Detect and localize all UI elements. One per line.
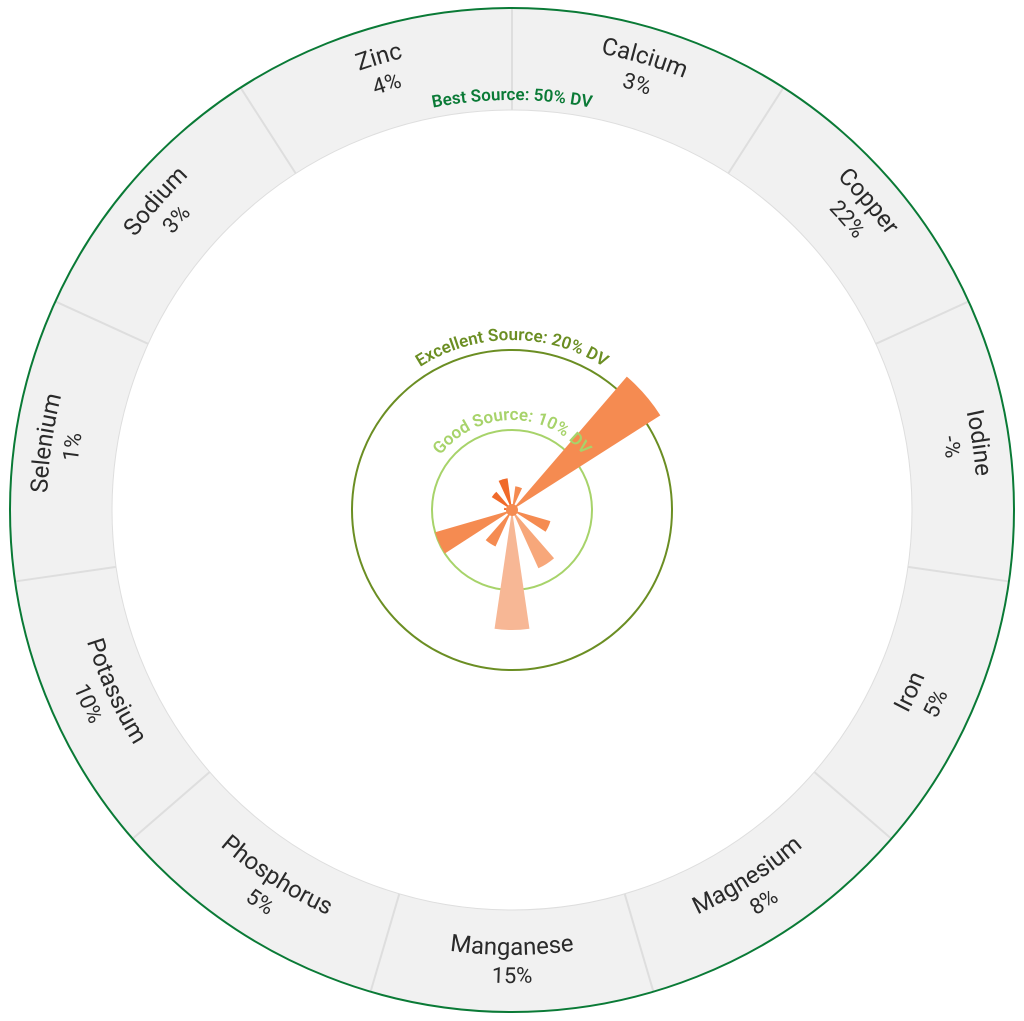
- center-dot: [506, 504, 518, 516]
- segment-value-label: 1%: [59, 431, 88, 463]
- segment-value-label: -%: [937, 434, 965, 460]
- threshold-label: Excellent Source: 20% DV: [412, 325, 611, 371]
- segment-value-label: 15%: [491, 964, 532, 989]
- segment-name-label: Manganese: [449, 929, 575, 961]
- radial-nutrient-chart: Good Source: 10% DVExcellent Source: 20%…: [0, 0, 1024, 1021]
